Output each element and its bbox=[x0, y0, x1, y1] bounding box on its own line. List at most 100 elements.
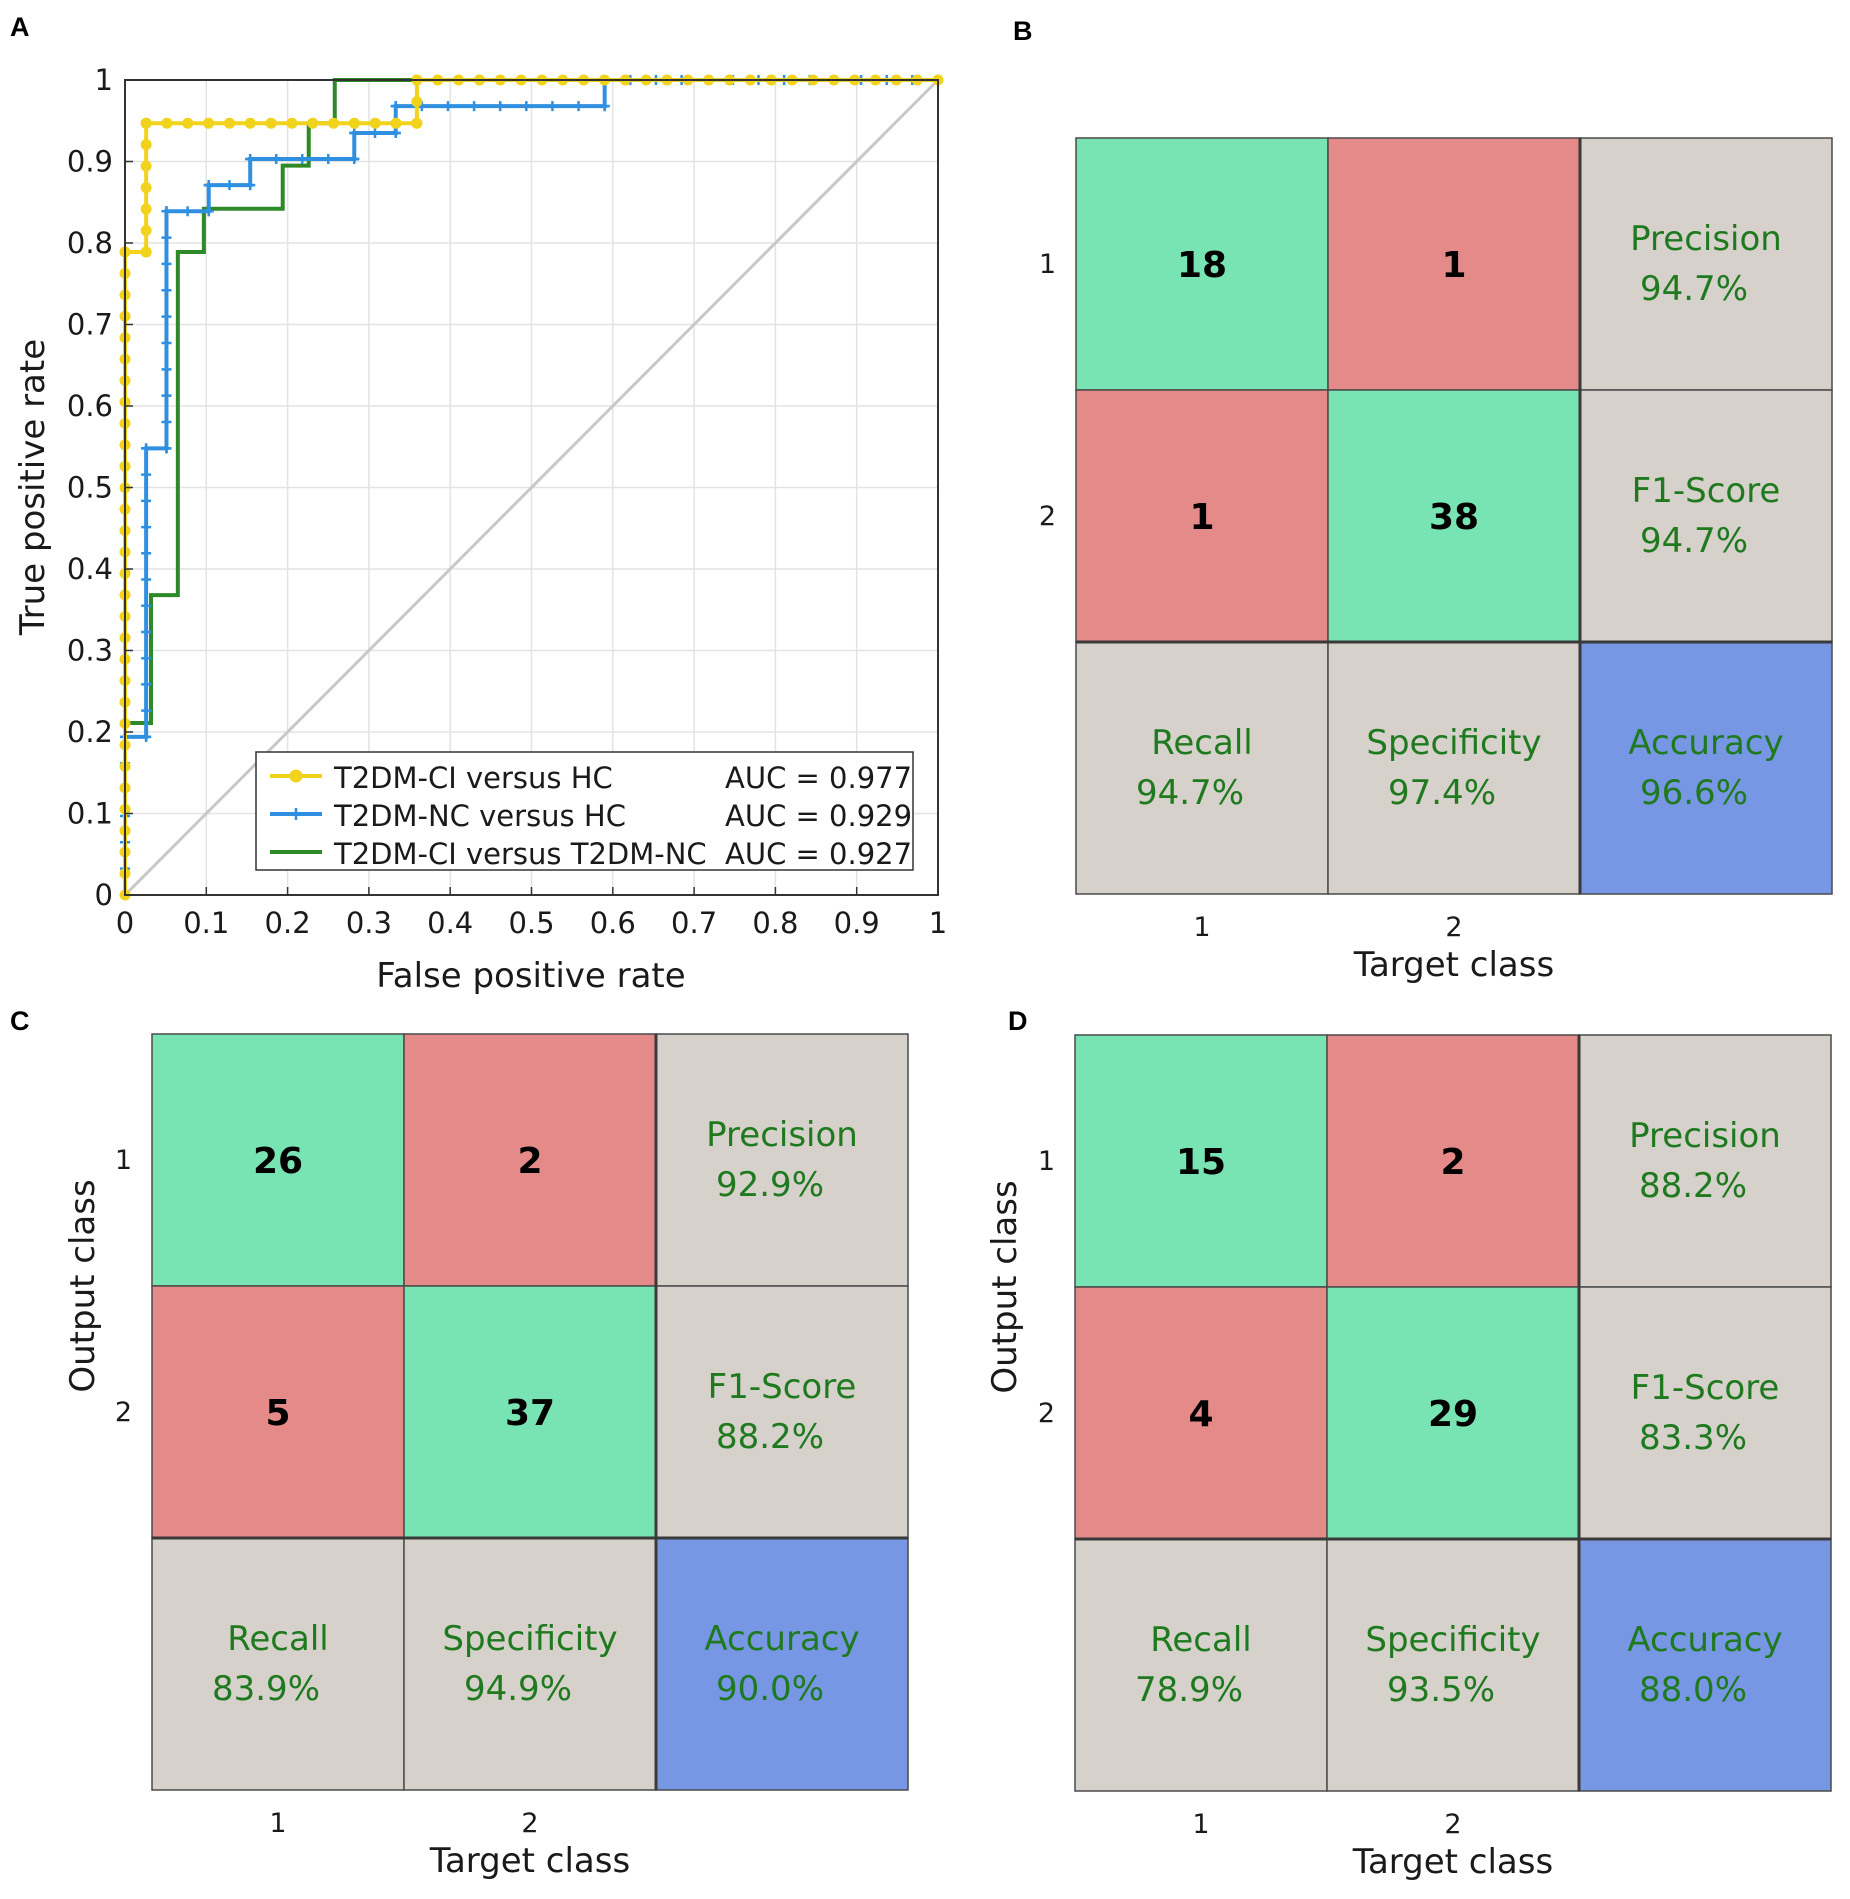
roc-marker bbox=[203, 180, 214, 191]
cm-cell-accuracy bbox=[1578, 1538, 1832, 1792]
cm-target-class-tick: 1 bbox=[1192, 1809, 1209, 1840]
x-tick-label: 0 bbox=[116, 906, 134, 940]
cm-f1-score-value: 83.3% bbox=[1639, 1418, 1747, 1458]
cm-output-class-tick: 2 bbox=[1038, 1398, 1055, 1429]
cm-count: 1 bbox=[1189, 497, 1214, 538]
roc-marker bbox=[411, 96, 423, 108]
cm-f1-score-label: F1-Score bbox=[1631, 1368, 1780, 1408]
roc-marker bbox=[245, 154, 256, 165]
x-tick-label: 0.9 bbox=[834, 906, 880, 940]
roc-marker bbox=[469, 101, 480, 112]
cm-count: 4 bbox=[1188, 1394, 1213, 1435]
cm-cell-accuracy bbox=[1579, 641, 1833, 895]
cm-cell-correct bbox=[151, 1033, 405, 1287]
roc-marker bbox=[390, 127, 401, 138]
cm-output-class-tick: 1 bbox=[1038, 1146, 1055, 1177]
x-tick-label: 0.6 bbox=[590, 906, 636, 940]
roc-marker bbox=[140, 117, 152, 129]
legend-swatch-marker bbox=[290, 808, 302, 820]
cm-output-class-tick: 2 bbox=[1039, 501, 1056, 532]
cm-count: 2 bbox=[517, 1141, 542, 1182]
legend-auc-nc-vs-hc: AUC = 0.929 bbox=[725, 799, 912, 833]
cm-cell-metric bbox=[403, 1537, 657, 1791]
roc-marker bbox=[547, 101, 558, 112]
cm-count: 5 bbox=[265, 1393, 290, 1434]
roc-marker bbox=[161, 417, 172, 428]
cm-cell-error bbox=[1075, 389, 1329, 643]
cm-specificity-label: Specificity bbox=[442, 1619, 617, 1659]
roc-marker bbox=[323, 154, 334, 165]
roc-marker bbox=[141, 679, 152, 690]
cm-recall-value: 83.9% bbox=[212, 1669, 320, 1709]
roc-chart: 0 0.1 0.2 0.3 0.4 0.5 0.6 0.7 0.8 0.9 1 0 0.1 0.2 0.3 0… bbox=[13, 63, 947, 996]
cm-target-class-tick: 1 bbox=[1193, 912, 1210, 943]
cm-count: 18 bbox=[1177, 245, 1227, 286]
roc-marker bbox=[161, 311, 172, 322]
roc-marker bbox=[141, 548, 152, 559]
roc-marker bbox=[307, 117, 319, 129]
roc-marker bbox=[203, 117, 215, 129]
roc-marker bbox=[140, 160, 152, 172]
cm-target-class-tick: 1 bbox=[269, 1808, 286, 1839]
x-tick-label: 0.8 bbox=[752, 906, 798, 940]
roc-marker bbox=[495, 101, 506, 112]
roc-marker bbox=[348, 117, 360, 129]
roc-marker bbox=[573, 101, 584, 112]
roc-marker bbox=[140, 203, 152, 215]
cm-f1-score-label: F1-Score bbox=[1632, 471, 1781, 511]
x-tick-label: 0.3 bbox=[346, 906, 392, 940]
cm-cell-error bbox=[403, 1033, 657, 1287]
roc-x-axis-title: False positive rate bbox=[376, 956, 685, 996]
cm-cell-error bbox=[1326, 1034, 1580, 1288]
cm-target-class-tick: 2 bbox=[1445, 912, 1462, 943]
cm-cell-metric bbox=[1578, 1286, 1832, 1540]
x-tick-label: 0.1 bbox=[183, 906, 229, 940]
cm-count: 37 bbox=[505, 1393, 555, 1434]
roc-marker bbox=[349, 154, 360, 165]
panel-label-a: A bbox=[10, 12, 30, 42]
roc-marker bbox=[328, 117, 340, 129]
cm-cell-error bbox=[151, 1285, 405, 1539]
cm-specificity-value: 93.5% bbox=[1387, 1670, 1495, 1710]
roc-marker bbox=[599, 101, 610, 112]
cm-precision-label: Precision bbox=[706, 1115, 858, 1155]
roc-marker bbox=[369, 127, 380, 138]
cm-accuracy-value: 90.0% bbox=[716, 1669, 824, 1709]
roc-marker bbox=[141, 443, 152, 454]
y-tick-label: 0 bbox=[95, 878, 113, 912]
y-tick-label: 1 bbox=[95, 63, 113, 97]
y-tick-label: 0.6 bbox=[67, 389, 113, 423]
y-tick-label: 0.7 bbox=[67, 308, 113, 342]
cm-count: 26 bbox=[253, 1141, 303, 1182]
roc-marker bbox=[140, 182, 152, 194]
cm-recall-label: Recall bbox=[1151, 723, 1252, 763]
cm-accuracy-value: 88.0% bbox=[1639, 1670, 1747, 1710]
x-tick-label: 1 bbox=[929, 906, 947, 940]
roc-marker bbox=[182, 117, 194, 129]
panel-label-b: B bbox=[1013, 16, 1033, 46]
roc-marker bbox=[244, 117, 256, 129]
roc-marker bbox=[141, 522, 152, 533]
roc-marker bbox=[141, 705, 152, 716]
cm-accuracy-value: 96.6% bbox=[1640, 773, 1748, 813]
roc-marker bbox=[141, 574, 152, 585]
roc-marker bbox=[141, 731, 152, 742]
cm-cell-metric bbox=[655, 1285, 909, 1539]
roc-marker bbox=[390, 117, 402, 129]
x-tick-label: 0.2 bbox=[265, 906, 311, 940]
cm-count: 29 bbox=[1428, 1394, 1478, 1435]
roc-series bbox=[119, 74, 944, 901]
roc-marker bbox=[161, 117, 173, 129]
legend-swatches bbox=[270, 769, 322, 854]
legend-swatch-marker bbox=[289, 769, 303, 783]
cm-accuracy-label: Accuracy bbox=[704, 1619, 859, 1659]
cm-cell-metric bbox=[151, 1537, 405, 1791]
roc-marker bbox=[182, 206, 193, 217]
roc-marker bbox=[161, 364, 172, 375]
cm-cell-error bbox=[1074, 1286, 1328, 1540]
roc-marker bbox=[141, 495, 152, 506]
legend-label-nc-vs-hc: T2DM-NC versus HC bbox=[333, 799, 626, 833]
confusion-matrix-b: 18 1 1 38 Precision 94.7% F1-Score 94.7% Recall 9… bbox=[1039, 137, 1833, 985]
legend-label-ci-vs-hc: T2DM-CI versus HC bbox=[333, 761, 613, 795]
roc-y-axis-title: True positive rate bbox=[13, 339, 53, 636]
